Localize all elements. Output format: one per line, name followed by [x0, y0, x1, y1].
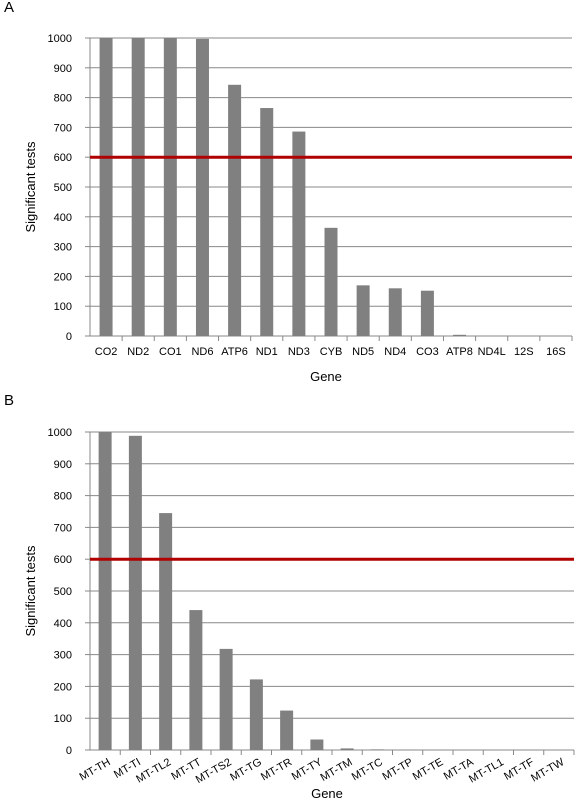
y-tick-label: 800: [54, 491, 72, 503]
panel-label: B: [4, 392, 14, 409]
bar: [324, 227, 338, 336]
bar: [219, 648, 233, 750]
x-tick-label: MT-TH: [78, 756, 113, 783]
x-tick-label: ND6: [191, 346, 213, 358]
y-tick-label: 600: [54, 152, 72, 164]
bar: [249, 679, 263, 750]
x-tick-label: 16S: [546, 346, 566, 358]
x-tick-label: MT-TR: [259, 756, 294, 783]
x-tick-label: ND4: [384, 346, 406, 358]
x-tick-label: CO3: [416, 346, 439, 358]
bar: [310, 739, 324, 750]
x-tick-label: CYB: [320, 346, 343, 358]
bar: [99, 38, 113, 336]
bar: [98, 432, 112, 750]
y-tick-label: 200: [54, 681, 72, 693]
x-tick-label: ATP8: [446, 346, 473, 358]
bar: [340, 748, 354, 750]
x-tick-label: ND4L: [478, 346, 506, 358]
x-tick-label: MT-TE: [411, 756, 446, 783]
x-tick-label: MT-TL2: [134, 756, 173, 785]
x-axis-title: Gene: [310, 369, 342, 384]
bar: [163, 38, 177, 336]
x-tick-label: MT-TL1: [467, 756, 506, 785]
y-tick-label: 900: [54, 63, 72, 75]
x-tick-label: ND5: [352, 346, 374, 358]
y-tick-label: 300: [54, 650, 72, 662]
x-tick-label: MT-TW: [529, 756, 567, 785]
bar: [370, 749, 384, 750]
bar: [420, 290, 434, 336]
x-tick-label: CO1: [159, 346, 182, 358]
x-tick-label: 12S: [514, 346, 534, 358]
y-tick-label: 700: [54, 522, 72, 534]
y-tick-label: 400: [54, 212, 72, 224]
panel-label: A: [4, 0, 14, 16]
bar: [159, 513, 173, 750]
x-tick-label: MT-TC: [350, 756, 385, 783]
x-tick-label: MT-TG: [228, 756, 264, 784]
bar: [453, 334, 467, 336]
y-tick-label: 1000: [48, 33, 72, 45]
x-tick-label: ND1: [256, 346, 278, 358]
y-tick-label: 600: [54, 554, 72, 566]
y-tick-label: 0: [66, 331, 72, 343]
bar: [131, 38, 145, 336]
x-tick-label: ND2: [127, 346, 149, 358]
x-tick-label: ATP6: [221, 346, 248, 358]
y-tick-label: 200: [54, 271, 72, 283]
y-tick-label: 1000: [48, 427, 72, 439]
bar: [356, 285, 370, 336]
x-tick-label: ND3: [288, 346, 310, 358]
y-tick-label: 500: [54, 586, 72, 598]
bar: [128, 435, 142, 750]
x-axis-title: Gene: [311, 786, 343, 800]
x-tick-label: MT-TP: [381, 756, 416, 783]
y-tick-label: 500: [54, 182, 72, 194]
y-tick-label: 0: [66, 745, 72, 757]
y-tick-label: 300: [54, 242, 72, 254]
bar: [280, 710, 294, 750]
y-axis-title: Significant tests: [23, 545, 38, 637]
y-tick-label: 100: [54, 713, 72, 725]
bar: [292, 131, 306, 336]
y-tick-label: 100: [54, 301, 72, 313]
x-tick-label: MT-TM: [318, 756, 354, 784]
y-axis-title: Significant tests: [23, 141, 38, 233]
y-tick-label: 800: [54, 93, 72, 105]
bar: [228, 84, 242, 336]
x-tick-label: CO2: [95, 346, 118, 358]
bar: [189, 610, 203, 750]
x-tick-label: MT-TY: [290, 756, 325, 783]
y-tick-label: 700: [54, 122, 72, 134]
y-tick-label: 900: [54, 459, 72, 471]
bar: [388, 288, 402, 336]
bar: [195, 38, 209, 336]
bar: [260, 108, 274, 336]
y-tick-label: 400: [54, 618, 72, 630]
